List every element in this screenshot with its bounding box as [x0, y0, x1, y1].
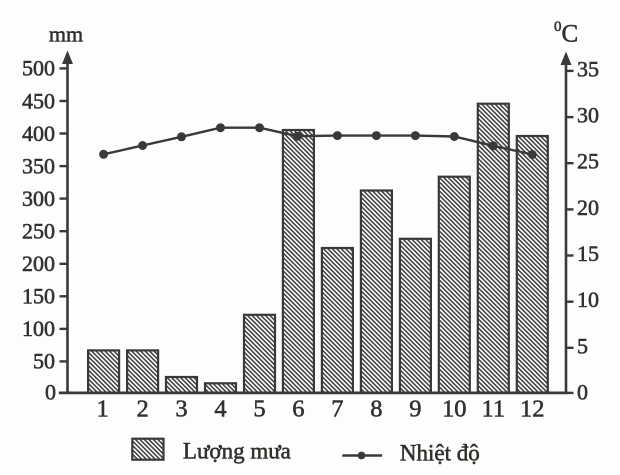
svg-text:500: 500	[22, 56, 55, 81]
svg-text:8: 8	[370, 396, 382, 423]
svg-text:100: 100	[22, 316, 55, 341]
svg-text:15: 15	[577, 241, 599, 266]
svg-text:10: 10	[442, 396, 467, 423]
svg-text:7: 7	[331, 396, 343, 423]
svg-text:9: 9	[409, 396, 421, 423]
svg-text:0: 0	[45, 380, 56, 405]
svg-text:10: 10	[577, 287, 599, 312]
svg-text:0: 0	[577, 380, 588, 405]
svg-text:250: 250	[22, 219, 55, 244]
svg-text:Nhiệt độ: Nhiệt độ	[400, 441, 480, 466]
svg-text:5: 5	[253, 396, 265, 423]
svg-text:2: 2	[136, 396, 148, 423]
svg-text:5: 5	[577, 333, 588, 358]
svg-text:25: 25	[577, 149, 599, 174]
svg-text:mm: mm	[49, 22, 83, 47]
svg-text:30: 30	[577, 103, 599, 128]
svg-text:1: 1	[96, 396, 108, 423]
svg-text:200: 200	[22, 251, 55, 276]
svg-text:3: 3	[175, 396, 187, 423]
svg-text:450: 450	[22, 88, 55, 113]
svg-text:300: 300	[22, 186, 55, 211]
svg-text:Lượng mưa: Lượng mưa	[183, 439, 291, 464]
svg-text:6: 6	[292, 396, 304, 423]
svg-text:0: 0	[554, 19, 562, 35]
svg-text:20: 20	[577, 195, 599, 220]
svg-text:50: 50	[33, 349, 55, 374]
svg-text:C: C	[562, 21, 579, 48]
svg-text:4: 4	[214, 396, 226, 423]
svg-text:12: 12	[520, 396, 545, 423]
svg-text:400: 400	[22, 121, 55, 146]
svg-text:11: 11	[482, 396, 506, 423]
svg-text:350: 350	[22, 153, 55, 178]
svg-text:150: 150	[22, 284, 55, 309]
svg-text:35: 35	[577, 56, 599, 81]
